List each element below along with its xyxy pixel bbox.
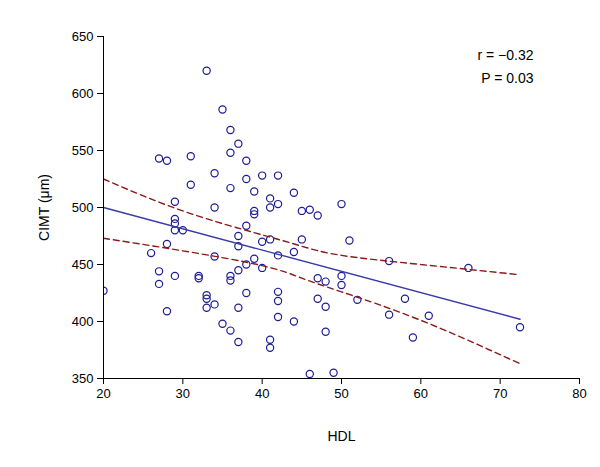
svg-text:650: 650 — [72, 29, 94, 44]
svg-text:40: 40 — [255, 386, 269, 401]
svg-text:350: 350 — [72, 371, 94, 386]
svg-text:70: 70 — [493, 386, 507, 401]
svg-text:20: 20 — [96, 386, 110, 401]
svg-text:HDL: HDL — [327, 428, 355, 444]
svg-text:80: 80 — [572, 386, 586, 401]
svg-text:50: 50 — [334, 386, 348, 401]
svg-text:CIMT (μm): CIMT (μm) — [36, 174, 52, 241]
svg-text:400: 400 — [72, 314, 94, 329]
svg-text:60: 60 — [414, 386, 428, 401]
svg-text:600: 600 — [72, 86, 94, 101]
svg-text:r = −0.32: r = −0.32 — [477, 47, 533, 63]
svg-text:550: 550 — [72, 143, 94, 158]
svg-text:30: 30 — [176, 386, 190, 401]
svg-text:P = 0.03: P = 0.03 — [481, 70, 534, 86]
svg-text:450: 450 — [72, 257, 94, 272]
svg-text:500: 500 — [72, 200, 94, 215]
